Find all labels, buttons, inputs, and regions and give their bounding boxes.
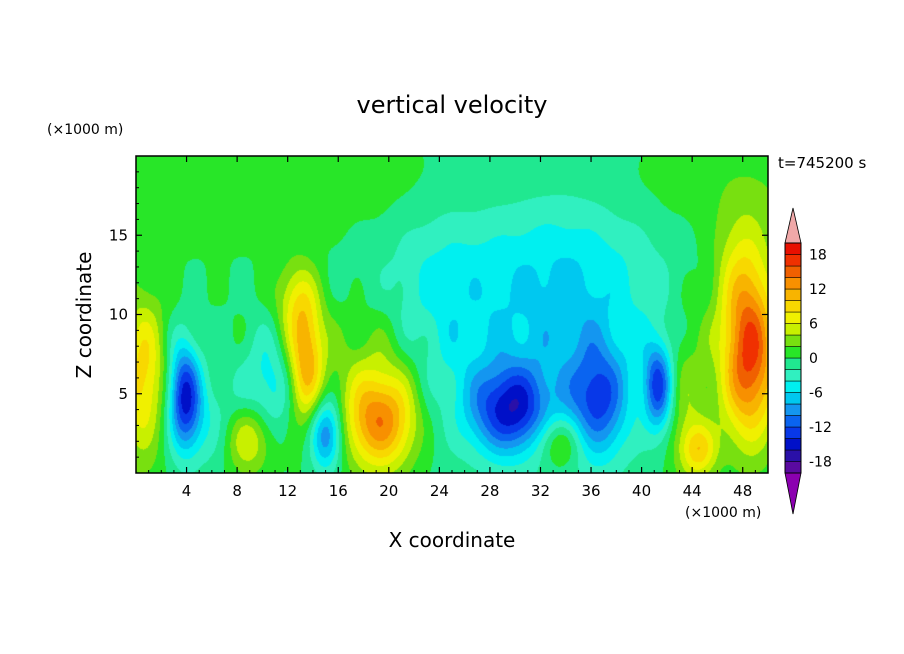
colorbar-tick-label: -12 bbox=[809, 420, 832, 436]
colorbar bbox=[784, 207, 802, 515]
colorbar-max-arrow bbox=[784, 207, 802, 244]
colorbar-tick-label: 18 bbox=[809, 248, 827, 264]
colorbar-swatch bbox=[784, 380, 802, 393]
x-tick-label: 20 bbox=[379, 482, 398, 500]
x-tick-label: 4 bbox=[182, 482, 192, 500]
colorbar-swatch bbox=[784, 311, 802, 324]
y-tick-label: 10 bbox=[109, 306, 128, 324]
colorbar-swatch bbox=[784, 415, 802, 428]
heatmap-image bbox=[136, 156, 768, 473]
x-axis: 4 8 12 16 20 24 28 32 36 40 44 48 bbox=[148, 156, 756, 500]
x-tick-label: 40 bbox=[632, 482, 651, 500]
colorbar-tick-label: 6 bbox=[809, 317, 818, 333]
colorbar-swatch bbox=[784, 300, 802, 313]
colorbar-swatch bbox=[784, 334, 802, 347]
colorbar-swatch bbox=[784, 392, 802, 405]
colorbar-ticks: 18 12 6 0 -6 -12 -18 bbox=[809, 248, 832, 471]
colorbar-swatch bbox=[784, 449, 802, 462]
x-axis-unit: (×1000 m) bbox=[685, 505, 761, 521]
y-axis: 5 10 15 bbox=[109, 171, 768, 458]
heatmap-field bbox=[135, 155, 769, 474]
colorbar-swatch bbox=[784, 254, 802, 267]
colorbar-swatch bbox=[784, 403, 802, 416]
x-tick-label: 8 bbox=[232, 482, 242, 500]
y-axis-unit: (×1000 m) bbox=[47, 122, 123, 138]
x-tick-label: 12 bbox=[278, 482, 297, 500]
colorbar-swatch bbox=[784, 461, 802, 474]
y-tick-label: 15 bbox=[109, 226, 128, 244]
colorbar-frame bbox=[784, 242, 802, 474]
time-label: t=745200 s bbox=[778, 154, 866, 172]
colorbar-tick-label: -6 bbox=[809, 386, 823, 402]
colorbar-tick-label: -18 bbox=[809, 455, 832, 471]
x-tick-label: 44 bbox=[683, 482, 702, 500]
colorbar-swatch bbox=[784, 438, 802, 451]
x-tick-label: 36 bbox=[581, 482, 600, 500]
colorbar-tick-label: 12 bbox=[809, 282, 827, 298]
colorbar-swatch bbox=[784, 277, 802, 290]
x-axis-label: X coordinate bbox=[389, 528, 516, 552]
colorbar-swatch bbox=[784, 346, 802, 359]
x-tick-label: 16 bbox=[329, 482, 348, 500]
colorbar-swatch bbox=[784, 426, 802, 439]
colorbar-swatch bbox=[784, 369, 802, 382]
colorbar-swatch bbox=[784, 288, 802, 301]
colorbar-swatch bbox=[784, 357, 802, 370]
x-tick-label: 48 bbox=[733, 482, 752, 500]
colorbar-min-arrow bbox=[784, 472, 802, 515]
colorbar-tick-label: 0 bbox=[809, 351, 818, 367]
x-tick-label: 32 bbox=[531, 482, 550, 500]
colorbar-swatch bbox=[784, 242, 802, 255]
colorbar-swatch bbox=[784, 265, 802, 278]
x-tick-label: 24 bbox=[430, 482, 449, 500]
x-tick-label: 28 bbox=[480, 482, 499, 500]
chart-title: vertical velocity bbox=[357, 91, 548, 119]
y-tick-label: 5 bbox=[118, 385, 128, 403]
y-axis-label: Z coordinate bbox=[72, 252, 96, 379]
colorbar-swatch bbox=[784, 323, 802, 336]
